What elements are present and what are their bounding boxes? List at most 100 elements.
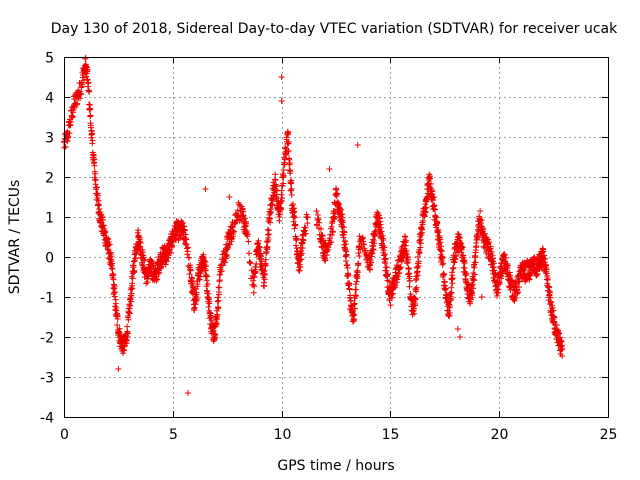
data-point — [216, 291, 223, 298]
data-point — [288, 185, 295, 192]
data-point — [129, 285, 136, 292]
data-point — [128, 298, 135, 305]
data-point — [342, 238, 349, 245]
data-point — [150, 262, 157, 269]
data-point — [264, 226, 271, 233]
data-point — [214, 313, 221, 320]
data-point — [304, 220, 311, 227]
data-point — [345, 271, 352, 278]
data-point — [251, 283, 258, 290]
data-point — [126, 310, 133, 317]
data-point — [282, 156, 289, 163]
data-point — [91, 156, 98, 163]
data-point — [317, 225, 324, 232]
data-point — [292, 222, 299, 229]
data-point — [265, 236, 272, 243]
data-point — [79, 81, 86, 88]
data-point — [131, 267, 138, 274]
data-point — [175, 235, 182, 242]
data-point — [207, 313, 214, 320]
data-point — [112, 300, 119, 307]
data-point — [236, 217, 243, 224]
data-point — [204, 281, 211, 288]
data-point — [278, 205, 285, 212]
data-point — [226, 194, 233, 200]
data-point — [127, 302, 134, 309]
data-point — [272, 171, 279, 178]
data-point — [87, 106, 94, 113]
data-point — [111, 289, 118, 296]
data-point — [334, 190, 341, 197]
data-point — [297, 263, 304, 270]
data-point — [270, 196, 277, 203]
data-point — [338, 211, 345, 218]
data-point — [89, 137, 96, 144]
data-point — [102, 229, 109, 236]
data-point — [292, 214, 299, 221]
data-point — [100, 222, 107, 229]
data-point — [193, 298, 200, 305]
data-point — [120, 350, 127, 357]
data-point — [449, 275, 456, 282]
data-point — [88, 124, 95, 131]
data-point — [216, 284, 223, 291]
y-tick-label: 1 — [45, 211, 54, 227]
data-point — [269, 197, 276, 204]
data-point — [280, 180, 287, 187]
data-point — [84, 66, 91, 73]
data-point — [278, 98, 285, 104]
data-point — [234, 207, 241, 214]
y-tick-label: -1 — [40, 291, 54, 307]
data-point — [285, 130, 292, 137]
data-point — [293, 245, 300, 252]
data-point — [105, 236, 112, 243]
data-point — [278, 187, 285, 194]
data-point — [287, 168, 294, 175]
data-point — [179, 220, 186, 227]
grid-lines — [64, 57, 608, 417]
data-point — [167, 249, 174, 256]
data-point — [99, 223, 106, 230]
data-point — [132, 255, 139, 262]
data-point — [94, 192, 101, 199]
data-point — [148, 257, 155, 264]
data-point — [286, 156, 293, 163]
data-point — [342, 257, 349, 264]
data-point — [295, 266, 302, 273]
data-point — [250, 281, 257, 288]
data-point — [215, 297, 222, 304]
data-point — [268, 209, 275, 216]
data-point — [202, 186, 209, 192]
data-point — [110, 285, 117, 292]
data-point — [121, 347, 128, 354]
data-point — [416, 237, 423, 244]
data-point — [264, 245, 271, 252]
data-point — [181, 227, 188, 234]
data-point — [215, 304, 222, 311]
data-point — [288, 191, 295, 198]
data-point — [473, 243, 480, 250]
data-point — [278, 197, 285, 204]
data-point — [123, 337, 130, 344]
data-point — [87, 113, 94, 120]
data-point — [212, 331, 219, 338]
data-point — [183, 245, 190, 252]
data-point — [91, 162, 98, 169]
data-point — [285, 140, 292, 147]
data-point — [196, 276, 203, 283]
data-point — [194, 283, 201, 290]
data-point — [163, 258, 170, 265]
data-point — [95, 202, 102, 208]
data-point — [247, 260, 254, 267]
data-point — [222, 259, 229, 266]
data-point — [278, 74, 285, 80]
data-point — [300, 237, 307, 244]
x-tick-label: 0 — [60, 427, 69, 443]
data-point — [245, 238, 252, 245]
data-point — [206, 298, 213, 305]
data-point — [109, 260, 116, 267]
data-point — [89, 130, 96, 137]
data-point — [448, 284, 455, 291]
data-point — [193, 296, 200, 303]
